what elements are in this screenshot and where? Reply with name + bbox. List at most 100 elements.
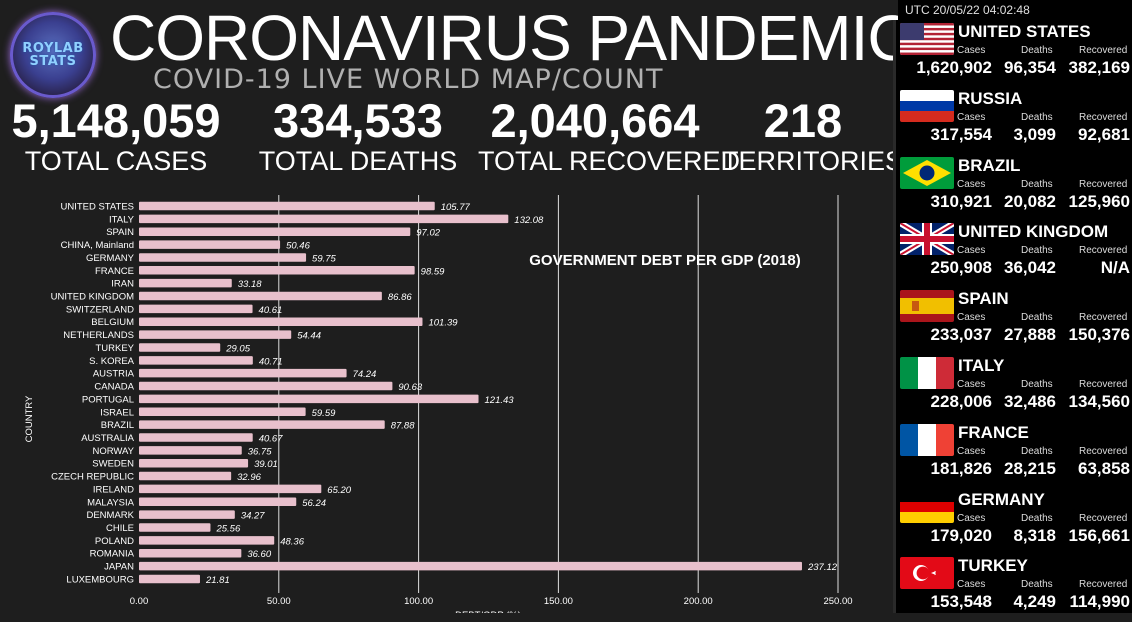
value-label: 90.63 — [398, 382, 422, 393]
bar — [139, 497, 297, 507]
cases-label: Cases — [957, 512, 986, 524]
bar — [139, 574, 200, 584]
country-deaths-value: 3,099 — [1013, 124, 1056, 144]
bar — [139, 304, 253, 314]
country-name: BRAZIL — [958, 155, 1021, 175]
deaths-label: Deaths — [1021, 579, 1053, 591]
deaths-label: Deaths — [1021, 245, 1053, 257]
value-label: 105.77 — [441, 202, 471, 213]
country-cases-value: 250,908 — [930, 258, 992, 278]
category-label: NETHERLANDS — [63, 330, 134, 341]
country-deaths-value: 27,888 — [1004, 325, 1056, 345]
roylab-stats-logo: ROYLAB STATS — [10, 12, 96, 98]
category-label: BELGIUM — [91, 317, 134, 328]
bar — [139, 240, 281, 249]
country-name: TURKEY — [958, 556, 1028, 576]
country-cases-value: 228,006 — [930, 392, 992, 411]
cases-label: Cases — [957, 111, 986, 123]
italy-flag-icon — [900, 357, 954, 389]
country-deaths-value: 4,249 — [1013, 592, 1056, 612]
value-label: 97.02 — [416, 228, 440, 239]
logo-line1: ROYLAB — [22, 41, 84, 56]
total-deaths-stat: 334,533 TOTAL DEATHS — [258, 96, 458, 177]
deaths-label: Deaths — [1021, 178, 1053, 190]
category-label: CZECH REPUBLIC — [51, 472, 134, 483]
category-label: GERMANY — [86, 253, 135, 264]
country-recovered-value: 134,560 — [1068, 392, 1130, 411]
russia-flag-icon — [900, 89, 954, 122]
bar — [139, 214, 509, 224]
value-label: 98.59 — [421, 266, 445, 277]
page-title: CORONAVIRUS PANDEMIC — [110, 2, 914, 74]
bar — [139, 484, 322, 494]
category-label: ITALY — [109, 214, 135, 225]
recovered-label: Recovered — [1079, 579, 1128, 591]
value-label: 121.43 — [485, 395, 515, 406]
country-cases-value: 179,020 — [930, 525, 992, 545]
country-name: RUSSIA — [958, 88, 1023, 108]
country-cases-value: 233,037 — [930, 325, 992, 345]
category-label: CHILE — [106, 523, 134, 534]
category-label: PORTUGAL — [82, 394, 134, 405]
value-label: 50.46 — [286, 241, 310, 252]
value-label: 36.60 — [247, 549, 271, 560]
category-label: LUXEMBOURG — [66, 574, 134, 585]
territories-stat: 218 TERRITORIES — [722, 94, 903, 177]
value-label: 36.75 — [248, 446, 272, 457]
country-deaths-value: 96,354 — [1004, 58, 1056, 77]
bar — [139, 407, 306, 417]
bar — [139, 201, 435, 211]
bar — [139, 510, 235, 519]
country-entry: UNITED STATES Cases Deaths Recovered 1,620,9… — [896, 21, 1132, 88]
recovered-label: Recovered — [1079, 445, 1128, 457]
cases-label: Cases — [957, 379, 986, 390]
turkey-flag-icon — [900, 557, 954, 590]
value-label: 39.01 — [254, 459, 278, 470]
country-name: UNITED STATES — [958, 22, 1091, 41]
country-cases-value: 153,548 — [930, 592, 992, 612]
country-name: FRANCE — [958, 422, 1029, 442]
x-tick-label: 150.00 — [544, 596, 573, 607]
cases-label: Cases — [957, 445, 986, 457]
us-flag-icon — [900, 23, 954, 55]
bar — [139, 433, 253, 442]
country-sidebar: UNITED STATES Cases Deaths Recovered 1,620,9… — [893, 20, 1132, 613]
country-recovered-value: 114,990 — [1069, 592, 1130, 612]
country-deaths-value: 20,082 — [1004, 191, 1056, 211]
category-label: NORWAY — [92, 446, 134, 457]
value-label: 32.96 — [237, 472, 261, 483]
bar — [139, 356, 253, 365]
country-cases-value: 1,620,902 — [916, 58, 992, 77]
country-cases-value: 317,554 — [930, 124, 992, 144]
bar — [139, 420, 385, 429]
cases-label: Cases — [957, 312, 986, 324]
value-label: 59.59 — [312, 408, 336, 419]
total-deaths-label: TOTAL DEATHS — [258, 146, 458, 176]
category-label: FRANCE — [95, 266, 134, 277]
deaths-label: Deaths — [1021, 445, 1053, 457]
country-name: ITALY — [958, 356, 1005, 375]
deaths-label: Deaths — [1021, 312, 1053, 324]
value-label: 25.56 — [215, 524, 240, 535]
country-entry: FRANCE Cases Deaths Recovered 181,826 28,215 6… — [896, 422, 1132, 489]
territories-value: 218 — [763, 94, 843, 147]
uk-flag-icon — [900, 223, 954, 256]
page-subtitle: COVID-19 LIVE WORLD MAP/COUNT — [153, 64, 664, 95]
value-label: 34.27 — [241, 511, 265, 522]
x-tick-label: 0.00 — [130, 596, 149, 607]
total-recovered-value: 2,040,664 — [490, 94, 700, 147]
category-label: SWITZERLAND — [66, 304, 134, 315]
value-label: 40.71 — [259, 356, 283, 367]
bar — [139, 278, 232, 288]
x-tick-label: 50.00 — [267, 596, 291, 607]
country-entry: UNITED KINGDOM Cases Deaths Recovered 250,90… — [896, 221, 1132, 288]
value-label: 86.86 — [388, 292, 412, 303]
recovered-label: Recovered — [1079, 178, 1128, 190]
country-entry: GERMANY Cases Deaths Recovered 179,020 8,318 1… — [896, 489, 1132, 556]
category-label: S. KOREA — [89, 356, 135, 367]
spain-flag-icon — [900, 290, 954, 323]
country-entry: TURKEY Cases Deaths Recovered 153,548 4,249 11… — [896, 555, 1132, 622]
bar — [139, 561, 802, 571]
logo-line2: STATS — [29, 54, 77, 69]
bar — [139, 381, 393, 391]
